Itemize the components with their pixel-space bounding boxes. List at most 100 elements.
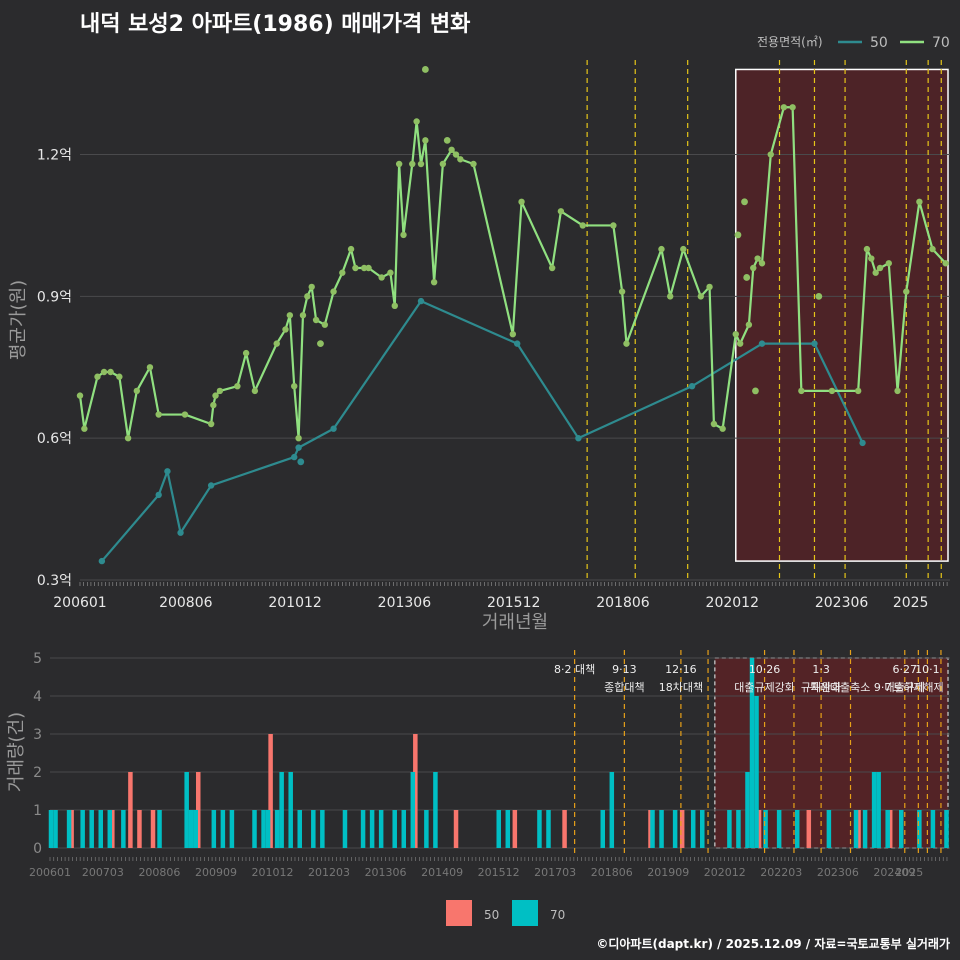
bar-70 <box>369 810 375 848</box>
data-point-70 <box>863 245 871 253</box>
data-point-70 <box>133 387 141 395</box>
data-point-70 <box>798 387 805 395</box>
legends: 전용면적(㎡) 50 70 50 70 <box>446 35 950 926</box>
data-point-70 <box>667 293 674 300</box>
bar-70 <box>537 810 542 848</box>
data-point-70 <box>548 264 556 272</box>
bar-70 <box>659 810 664 848</box>
data-point-70 <box>387 269 394 276</box>
x-tick-label: 200703 <box>82 866 124 879</box>
data-point-70 <box>579 222 586 229</box>
bar-70 <box>600 810 606 848</box>
legend-label-50: 50 <box>870 35 888 51</box>
data-point-70 <box>710 420 718 428</box>
bar-70 <box>220 810 226 848</box>
bar-70 <box>98 810 103 848</box>
bar-70 <box>378 810 384 848</box>
bar-70 <box>401 810 407 848</box>
x-tick-label: 202203 <box>760 866 802 879</box>
bar-70 <box>229 810 235 848</box>
data-point-70 <box>391 302 398 310</box>
data-point-70 <box>719 425 726 432</box>
x-tick-label: 200601 <box>29 866 71 879</box>
x-tick-label: 201306 <box>378 595 432 611</box>
data-point-70 <box>365 264 372 272</box>
data-point-70 <box>360 264 368 272</box>
bar-50 <box>512 810 518 848</box>
bar-70 <box>944 810 949 848</box>
data-point-50 <box>513 340 521 347</box>
x-tick-label: 201012 <box>268 595 321 611</box>
event-label: 종합대책 <box>604 681 644 694</box>
data-point-70 <box>929 245 936 253</box>
data-point-70 <box>146 364 154 371</box>
data-point-70 <box>107 368 114 376</box>
data-point-70 <box>894 387 901 395</box>
bar-70 <box>672 810 678 848</box>
bar-70 <box>48 810 54 848</box>
data-point-70 <box>299 312 307 319</box>
x-tick-label: 202012 <box>706 595 759 611</box>
data-point-70 <box>282 326 289 333</box>
data-point-70 <box>942 260 949 267</box>
data-point-70 <box>242 349 250 357</box>
data-point-70 <box>409 160 416 168</box>
data-point-70 <box>395 160 403 168</box>
bar-70 <box>763 810 768 848</box>
data-point-70 <box>304 293 311 300</box>
data-point-70 <box>210 401 217 409</box>
bar-50 <box>268 734 273 848</box>
price-chart: 0.3억 0.6억 0.9억 1.2억 200601 200806 201012 201306… <box>8 60 950 633</box>
x-tick-label: 2025 <box>895 866 923 879</box>
data-point-70 <box>422 137 429 144</box>
bar-50 <box>453 810 459 848</box>
data-point-50 <box>330 425 337 432</box>
highlight-box <box>735 68 949 562</box>
x-tick-label: 202012 <box>704 866 746 879</box>
bar-70 <box>279 772 284 848</box>
event-label: 10·26 <box>749 663 781 676</box>
bar-50 <box>69 810 74 848</box>
volume-chart: 0 1 2 3 4 5 거래량(건) 8·2 대책 9·13 종합대책 12·16 18차대책 10·2… <box>6 650 950 879</box>
bar-50 <box>110 810 115 848</box>
bar-70 <box>917 810 922 848</box>
x-tick-label: 201409 <box>421 866 463 879</box>
bar-50 <box>562 810 567 848</box>
x-tick-label: 200909 <box>195 866 237 879</box>
bar-70 <box>89 810 94 848</box>
data-point-70 <box>732 330 739 338</box>
data-point-70 <box>557 208 565 215</box>
x-tick-label: 201512 <box>487 595 540 611</box>
data-point-70 <box>618 288 626 295</box>
data-point-70 <box>273 340 280 347</box>
data-point-70 <box>81 425 88 432</box>
data-point-70 <box>116 373 123 380</box>
data-point-70 <box>286 312 294 319</box>
data-point-70 <box>400 231 407 239</box>
bar-50 <box>756 810 762 848</box>
data-point-70 <box>868 255 875 262</box>
data-point-70 <box>706 283 713 291</box>
data-point-70 <box>828 387 836 395</box>
data-point-70 <box>100 368 108 376</box>
data-point-50 <box>811 340 818 347</box>
data-point-70 <box>745 321 753 328</box>
data-point-70 <box>417 160 425 168</box>
data-point-50 <box>291 453 298 461</box>
bar-50 <box>887 810 893 848</box>
bar-70 <box>749 658 755 848</box>
bar-70 <box>66 810 72 848</box>
data-point-70 <box>330 288 337 295</box>
data-point-70 <box>312 316 320 324</box>
data-point-70 <box>207 420 215 428</box>
bar-70 <box>496 810 501 848</box>
bar-70 <box>826 810 832 848</box>
data-point-50 <box>859 439 866 447</box>
y-tick-label: 3 <box>33 727 42 743</box>
data-point-70 <box>421 66 429 73</box>
legend-label-50: 50 <box>484 908 499 922</box>
bar-70 <box>650 810 655 848</box>
legend-label-70: 70 <box>550 908 565 922</box>
data-point-70 <box>623 340 630 347</box>
x-tick-label: 2025 <box>893 595 929 611</box>
